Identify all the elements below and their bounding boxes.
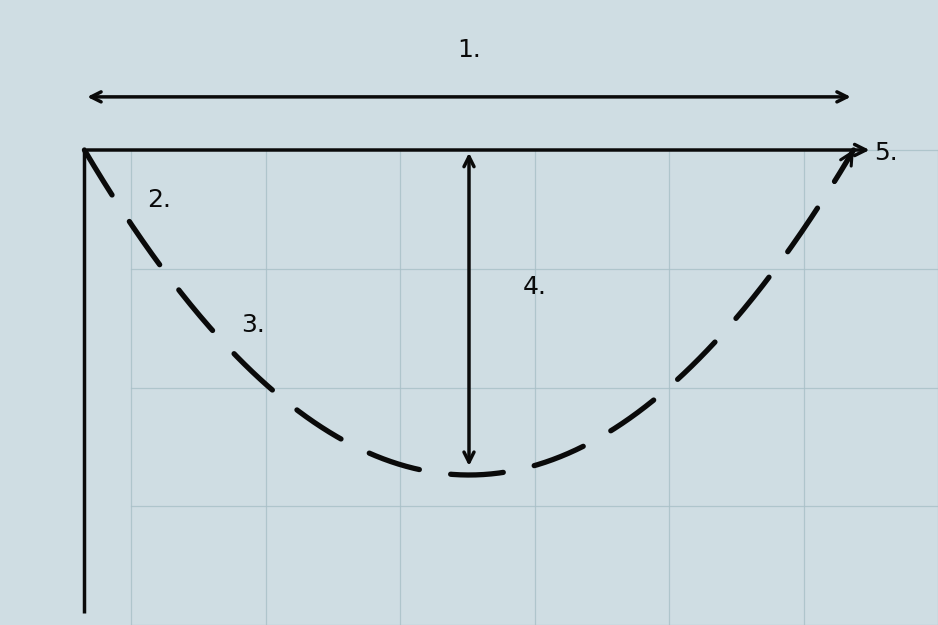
Text: 4.: 4. — [522, 276, 547, 299]
Text: 5.: 5. — [874, 141, 899, 165]
Text: 3.: 3. — [241, 313, 265, 337]
Text: 2.: 2. — [147, 188, 172, 212]
Text: 1.: 1. — [457, 38, 481, 62]
